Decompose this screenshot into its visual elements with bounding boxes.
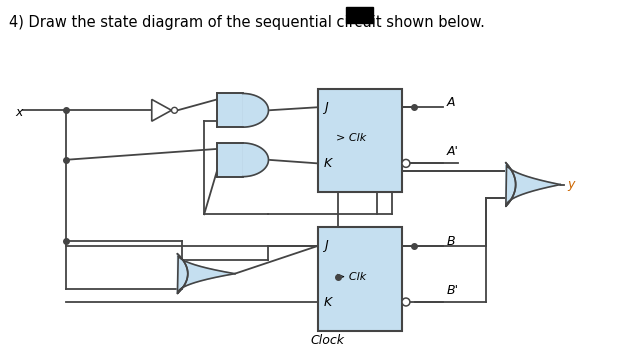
Bar [318,88,402,193]
Bar [217,143,242,177]
Text: > Clk: > Clk [336,133,366,143]
Circle shape [402,159,410,167]
Polygon shape [242,143,268,177]
Polygon shape [506,163,560,206]
Text: A: A [447,96,455,109]
Text: 4) Draw the state diagram of the sequential circuit shown below.: 4) Draw the state diagram of the sequent… [9,15,485,30]
Polygon shape [242,94,268,127]
Text: B: B [447,234,455,247]
Bar [346,7,373,23]
Text: B': B' [447,284,458,297]
Text: > Clk: > Clk [336,272,366,282]
Text: A': A' [447,145,458,158]
Text: x: x [15,106,23,119]
Text: J: J [324,239,328,252]
Text: y: y [567,178,574,191]
Bar [217,94,242,127]
Text: Clock: Clock [311,334,345,347]
Polygon shape [152,99,172,121]
Polygon shape [178,254,235,294]
Bar [318,227,402,331]
Text: K: K [324,157,332,170]
Text: J: J [324,101,328,114]
Circle shape [172,107,178,113]
Text: K: K [324,296,332,308]
Circle shape [402,298,410,306]
